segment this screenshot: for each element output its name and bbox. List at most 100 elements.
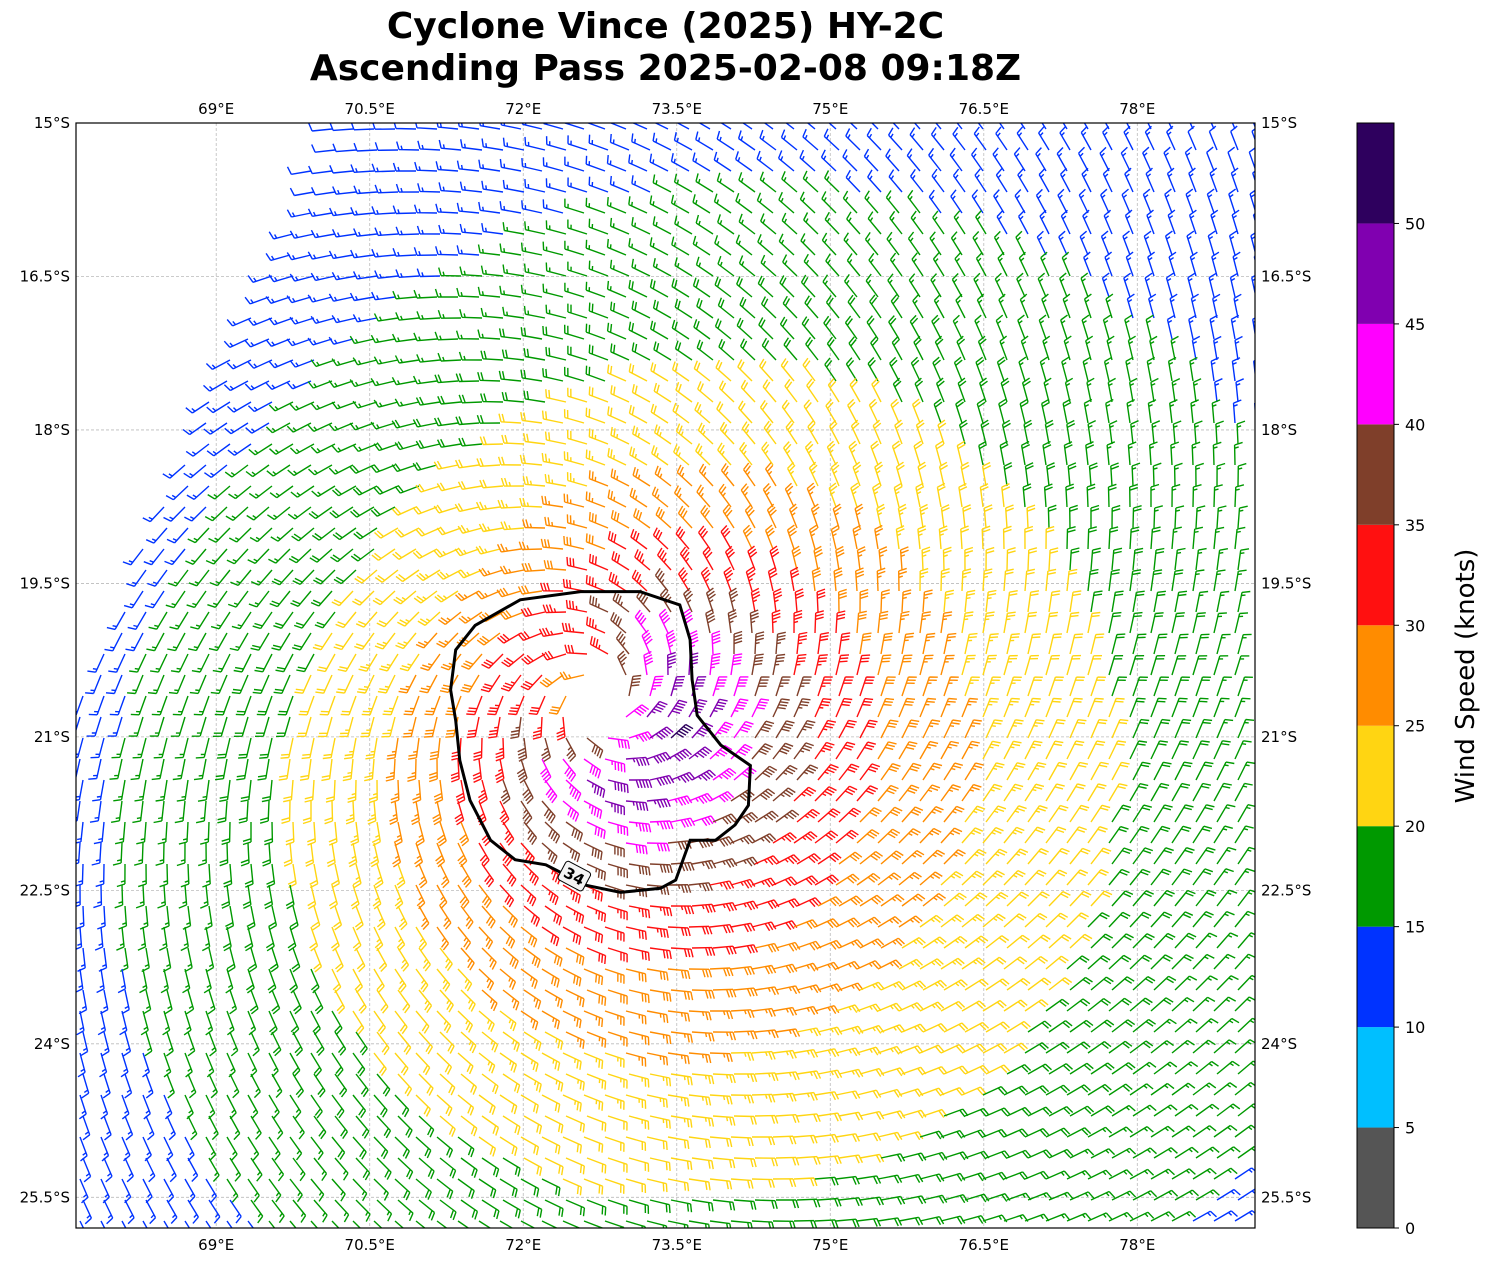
wind-barb [1083, 123, 1089, 130]
wind-barb [208, 1199, 221, 1224]
wind-barb [1003, 956, 1028, 970]
wind-barb [542, 123, 564, 130]
wind-barb [1174, 547, 1186, 571]
wind-barb [604, 884, 625, 900]
wind-barb [1090, 504, 1100, 528]
wind-barb [1106, 441, 1116, 466]
wind-barb [739, 441, 753, 466]
wind-barb [1153, 547, 1165, 571]
wind-barb [1234, 697, 1251, 718]
wind-barb [187, 1073, 197, 1099]
wind-barb [646, 1010, 669, 1024]
wind-barb [248, 443, 273, 456]
wind-barb [381, 716, 396, 738]
wind-barb [212, 716, 228, 737]
wind-barb [910, 356, 921, 382]
wind-barb [1132, 804, 1152, 823]
wind-barb [1234, 1210, 1255, 1222]
wind-barb [458, 611, 483, 624]
wind-barb [761, 337, 777, 361]
colorbar-bin [1357, 524, 1394, 626]
wind-barb [1062, 398, 1072, 424]
wind-barb [688, 699, 708, 718]
wind-barb [1087, 998, 1111, 1012]
wind-barb [1227, 146, 1236, 172]
wind-barb [1065, 483, 1075, 508]
wind-barb [391, 333, 417, 343]
wind-barb [415, 396, 441, 406]
wind-barb [628, 154, 648, 172]
wind-barb [775, 720, 795, 739]
wind-barb [523, 947, 541, 968]
wind-barb [226, 1052, 236, 1078]
wind-barb [275, 653, 294, 673]
wind-barb [347, 779, 357, 803]
wind-barb [1024, 869, 1047, 886]
wind-barb [856, 1175, 882, 1185]
wind-barb [886, 231, 900, 256]
lat-tick-label-left: 18°S [34, 421, 70, 439]
wind-barb [762, 379, 777, 403]
wind-barb [1048, 1148, 1074, 1159]
wind-barb [733, 856, 759, 867]
wind-barb [692, 235, 711, 256]
wind-barb [1216, 676, 1232, 697]
wind-barb [1149, 441, 1158, 466]
wind-barb [166, 1199, 178, 1224]
wind-barb [1069, 1019, 1094, 1033]
wind-barb [376, 905, 386, 931]
wind-barb [856, 697, 874, 718]
wind-barb [412, 462, 438, 471]
wind-barb [817, 1069, 843, 1079]
wind-barb [608, 571, 627, 592]
wind-barb [1257, 379, 1265, 402]
wind-barb [733, 676, 749, 697]
wind-barb [176, 842, 186, 867]
wind-barb [1234, 740, 1252, 760]
wind-barb [943, 719, 962, 739]
wind-barb [311, 144, 336, 153]
wind-barb [646, 1136, 668, 1151]
wind-barb [77, 947, 86, 972]
wind-barb [394, 926, 406, 952]
wind-barb [1259, 634, 1273, 654]
wind-barb [848, 336, 861, 361]
wind-barb [1150, 377, 1159, 403]
wind-barb [670, 153, 690, 172]
wind-barb [309, 863, 319, 889]
wind-barb [1132, 1190, 1158, 1201]
wind-barb [859, 588, 869, 613]
wind-barb [649, 1115, 671, 1129]
wind-barb [528, 695, 546, 715]
wind-barb [224, 464, 249, 478]
wind-barb [1087, 869, 1109, 886]
wind-barb [901, 632, 915, 655]
wind-barb [922, 806, 944, 823]
wind-barb [874, 524, 884, 550]
wind-barb [880, 1024, 906, 1034]
wind-barb [478, 1136, 497, 1157]
wind-barb [290, 590, 312, 607]
wind-barb [869, 294, 882, 319]
wind-barb [89, 800, 102, 823]
wind-barb [838, 807, 862, 823]
wind-barb [1132, 590, 1145, 613]
wind-barb [334, 1073, 348, 1098]
wind-barb [1145, 314, 1154, 340]
wind-barb [148, 611, 168, 630]
wind-barb [631, 175, 651, 193]
wind-barb [414, 161, 438, 172]
wind-barb [856, 546, 866, 571]
wind-barb [779, 275, 795, 298]
wind-barb [1045, 697, 1062, 718]
wind-barb [205, 1136, 217, 1161]
wind-barb [109, 695, 126, 716]
wind-barb [880, 1067, 906, 1077]
wind-barb [817, 1197, 842, 1207]
wind-barb [1090, 590, 1103, 613]
wind-barb [586, 863, 606, 881]
wind-barb [1024, 697, 1041, 718]
wind-barb [254, 716, 270, 737]
wind-barb [1066, 1041, 1091, 1054]
wind-barb [835, 960, 861, 970]
